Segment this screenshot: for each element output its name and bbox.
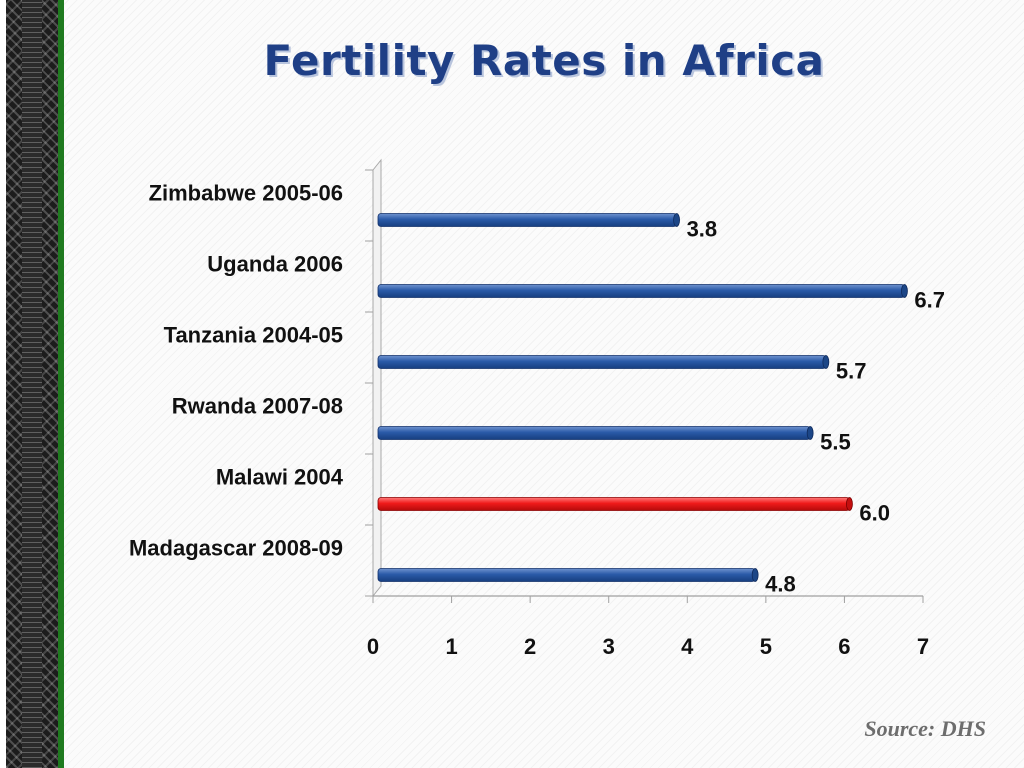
category-label: Uganda 2006 xyxy=(207,252,343,277)
category-label: Rwanda 2007-08 xyxy=(172,394,343,419)
bar-highlighted xyxy=(377,497,850,511)
bar-end-cap xyxy=(822,355,830,369)
value-label: 6.7 xyxy=(914,288,945,313)
x-tick-label: 4 xyxy=(681,634,694,659)
bar-end-cap xyxy=(673,213,680,227)
bar xyxy=(377,568,756,582)
category-label: Zimbabwe 2005-06 xyxy=(149,181,343,206)
left-decorative-border xyxy=(0,0,64,768)
value-label: 4.8 xyxy=(765,572,796,597)
bar xyxy=(377,213,677,227)
bar-end-cap xyxy=(806,426,814,440)
x-tick-label: 3 xyxy=(603,634,615,659)
value-label: 5.5 xyxy=(820,430,851,455)
category-label: Madagascar 2008-09 xyxy=(129,536,343,561)
value-label: 3.8 xyxy=(687,217,718,242)
border-pattern-inner xyxy=(22,0,42,768)
bar xyxy=(377,355,827,369)
bar-end-cap xyxy=(751,568,759,582)
x-tick-label: 7 xyxy=(917,634,929,659)
x-tick-label: 5 xyxy=(760,634,772,659)
source-note: Source: DHS xyxy=(864,716,986,741)
value-label: 5.7 xyxy=(836,359,867,384)
x-tick-label: 1 xyxy=(445,634,457,659)
category-label: Tanzania 2004-05 xyxy=(164,323,343,348)
x-tick-label: 0 xyxy=(367,634,379,659)
bar-end-cap xyxy=(901,284,908,298)
bar xyxy=(377,284,905,298)
bar-end-cap xyxy=(846,497,853,511)
x-tick-label: 2 xyxy=(524,634,536,659)
x-tick-label: 6 xyxy=(838,634,850,659)
value-label: 6.0 xyxy=(859,501,890,526)
bar xyxy=(377,426,811,440)
chart-title: Fertility Rates in Africa xyxy=(263,36,825,85)
green-rule xyxy=(58,0,64,768)
category-label: Malawi 2004 xyxy=(216,465,344,490)
